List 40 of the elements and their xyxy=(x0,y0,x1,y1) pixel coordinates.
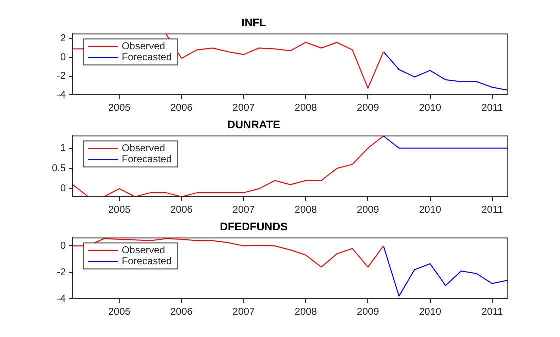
x-tick-label: 2006 xyxy=(170,306,194,318)
y-tick-label: 0 xyxy=(60,240,66,252)
x-tick-label: 2006 xyxy=(170,102,194,114)
x-tick-label: 2006 xyxy=(170,204,194,216)
x-tick-label: 2011 xyxy=(482,306,504,318)
x-tick-label: 2009 xyxy=(357,102,380,114)
chart-title: DFEDFUNDS xyxy=(220,222,288,234)
x-tick-label: 2010 xyxy=(419,306,442,318)
y-tick-label: 0.5 xyxy=(52,163,66,174)
y-tick-label: -2 xyxy=(57,71,66,82)
legend-label: Forecasted xyxy=(122,154,172,166)
x-tick-label: 2010 xyxy=(419,204,442,216)
legend-label: Forecasted xyxy=(122,256,172,268)
x-tick-label: 2008 xyxy=(294,102,318,114)
x-tick-label: 2007 xyxy=(232,306,256,318)
x-tick-label: 2011 xyxy=(482,204,504,216)
x-tick-label: 2008 xyxy=(294,306,318,318)
y-tick-label: -2 xyxy=(57,267,66,278)
x-tick-label: 2007 xyxy=(232,204,256,216)
x-tick-label: 2005 xyxy=(108,306,132,318)
y-tick-label: 0 xyxy=(60,52,66,64)
x-tick-label: 2010 xyxy=(419,102,442,114)
y-tick-label: -4 xyxy=(57,90,66,101)
y-tick-label: -4 xyxy=(57,294,66,305)
x-tick-label: 2009 xyxy=(357,306,380,318)
x-tick-label: 2005 xyxy=(108,204,132,216)
x-tick-label: 2005 xyxy=(108,102,132,114)
chart-title: DUNRATE xyxy=(228,120,280,132)
x-tick-label: 2009 xyxy=(357,204,380,216)
x-tick-label: 2008 xyxy=(294,204,318,216)
legend-label: Observed xyxy=(122,245,166,256)
legend-label: Observed xyxy=(122,143,166,154)
legend-label: Forecasted xyxy=(122,52,172,64)
chart-title: INFL xyxy=(242,18,266,30)
x-tick-label: 2007 xyxy=(232,102,256,114)
y-tick-label: 2 xyxy=(60,34,66,45)
y-tick-label: 1 xyxy=(60,143,66,154)
y-tick-label: 0 xyxy=(60,184,66,195)
x-tick-label: 2011 xyxy=(482,102,504,114)
legend-label: Observed xyxy=(122,41,166,52)
